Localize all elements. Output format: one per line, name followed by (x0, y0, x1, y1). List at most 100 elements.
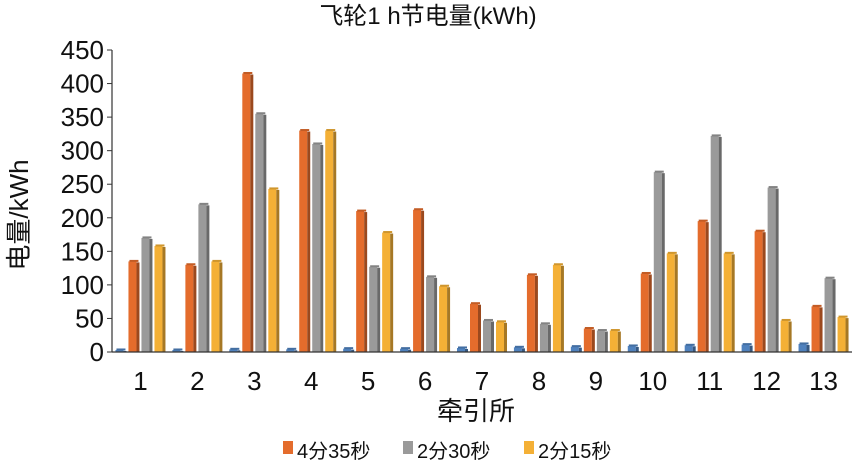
bar (154, 244, 166, 352)
bar-side (749, 345, 753, 352)
x-tick-label: 9 (589, 366, 603, 396)
bar-face (242, 73, 251, 352)
bar-face (697, 221, 706, 352)
bar (268, 187, 280, 352)
bar-face (741, 344, 750, 352)
bar-side (276, 189, 280, 352)
bar-side (762, 232, 766, 352)
bar-top (825, 276, 835, 279)
bar (382, 231, 394, 352)
bar-face (653, 172, 662, 352)
bar-face (356, 211, 365, 352)
bar-side (491, 321, 494, 352)
bar-face (211, 261, 220, 352)
bar (255, 112, 267, 352)
y-tick-label: 400 (61, 69, 104, 99)
bar-top (553, 263, 563, 266)
bars (115, 71, 849, 352)
bar (741, 343, 753, 352)
bar-face (325, 130, 334, 352)
bar-face (115, 349, 124, 352)
bar-top (755, 229, 765, 232)
bar-top (401, 347, 411, 350)
bar-top (781, 318, 791, 321)
bar (754, 229, 766, 352)
bar-face (457, 347, 465, 352)
bar-face (496, 321, 504, 352)
bar-top (654, 170, 664, 173)
legend-label: 2分30秒 (417, 440, 490, 463)
bar-side (832, 279, 836, 352)
bar-side (333, 131, 337, 352)
bar-side (434, 277, 438, 352)
bar-top (768, 186, 778, 189)
x-tick-label: 5 (361, 366, 375, 396)
bar-side (408, 349, 412, 352)
bar-top (357, 209, 367, 212)
bar-side (604, 331, 608, 352)
bar-top (584, 327, 594, 330)
bar-top (129, 259, 139, 262)
bar-top (711, 134, 721, 137)
legend-item: 4分35秒 (283, 440, 370, 463)
bar (325, 129, 337, 352)
bar-top (186, 263, 196, 266)
bar (439, 284, 451, 352)
y-tick-label: 100 (61, 270, 104, 300)
bar-side (547, 324, 551, 352)
bar-side (136, 262, 140, 352)
x-tick-label: 10 (638, 366, 667, 396)
bar-side (390, 233, 394, 352)
legend-label: 2分15秒 (538, 440, 611, 463)
bar-side (845, 318, 849, 352)
bar (369, 265, 381, 352)
bar (483, 318, 494, 352)
bar-face (640, 273, 649, 352)
bar-face (684, 345, 693, 352)
bar-top (256, 112, 266, 115)
bar-face (400, 348, 409, 352)
bar (470, 302, 481, 352)
bar-top (742, 343, 752, 346)
bar-top (484, 318, 493, 321)
bar-top (514, 345, 524, 348)
bar-face (666, 253, 675, 352)
legend-item: 2分30秒 (403, 440, 490, 463)
bar-side (718, 136, 722, 352)
bar-side (294, 350, 298, 352)
y-tick-label: 0 (90, 337, 104, 367)
bar-top (344, 347, 354, 350)
bar-side (237, 350, 241, 352)
bar-side (560, 265, 564, 352)
bar-top (269, 187, 279, 190)
x-tick-label: 7 (475, 366, 489, 396)
bar-face (723, 253, 732, 352)
bar (837, 315, 849, 352)
bar-top (414, 208, 424, 211)
bar-face (570, 346, 579, 352)
bar-top (667, 251, 677, 254)
legend: 4分35秒 2分30秒 2分15秒 (283, 440, 611, 463)
x-tick-label: 11 (696, 366, 723, 396)
bar-side (364, 212, 368, 352)
bar-top (597, 329, 607, 332)
bar-side (320, 144, 324, 352)
x-axis-ticks: 1 2 3 4 5 6 7 8 9 10 11 12 13 (133, 366, 838, 396)
bar (343, 347, 355, 352)
bar-side (705, 222, 709, 352)
bar-side (162, 246, 166, 352)
bar (609, 329, 621, 352)
bar-top (116, 348, 126, 351)
bar (400, 347, 412, 352)
bar-face (767, 187, 776, 352)
bar (299, 129, 311, 352)
bar-face (837, 317, 846, 352)
legend-label: 4分35秒 (297, 440, 370, 463)
bar (356, 209, 368, 352)
x-tick-label: 6 (418, 366, 432, 396)
bar-top (370, 265, 380, 268)
bar (583, 327, 595, 352)
bar-side (674, 254, 678, 352)
x-tick-label: 3 (247, 366, 261, 396)
bar-face (596, 330, 605, 352)
